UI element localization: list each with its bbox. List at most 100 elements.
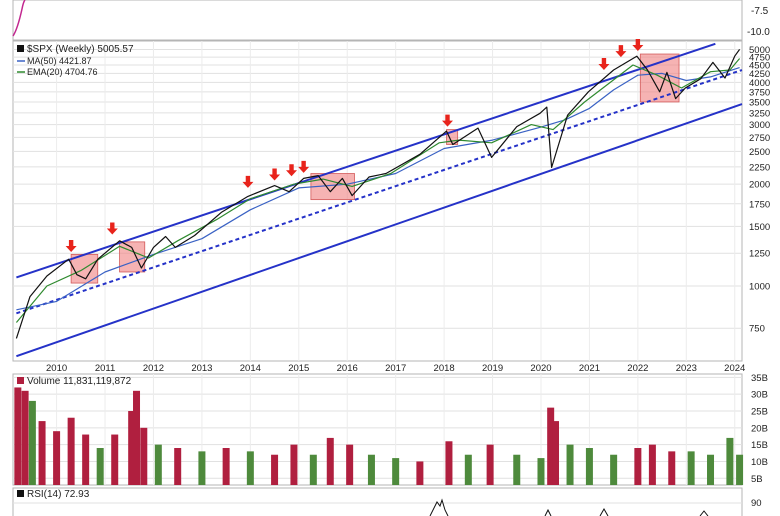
price-x-tick-label: 2017 bbox=[385, 363, 406, 374]
highlight-boxes bbox=[70, 53, 680, 284]
volume-panel-area bbox=[12, 373, 743, 486]
volume-y-tick-labels: 5B 10B 15B 20B 25B 30B 35B bbox=[751, 373, 768, 485]
price-y-tick-label: 750 bbox=[749, 324, 765, 335]
legend-ema: EMA(20) 4704.76 bbox=[27, 67, 98, 77]
volume-bar bbox=[128, 411, 136, 485]
price-x-tick-label: 2014 bbox=[240, 363, 261, 374]
volume-bar bbox=[133, 390, 141, 485]
volume-bar bbox=[14, 387, 22, 485]
price-y-tick-label: 2500 bbox=[749, 147, 770, 158]
ema-line bbox=[15, 58, 741, 323]
legend-swatch-volume bbox=[17, 377, 24, 384]
volume-bar bbox=[290, 444, 298, 485]
price-x-tick-label: 2016 bbox=[337, 363, 358, 374]
price-y-tick-labels: 7501000125015001750200022502500275030003… bbox=[749, 45, 770, 335]
volume-bar bbox=[198, 451, 206, 485]
highlight-box bbox=[639, 53, 680, 103]
price-series bbox=[15, 49, 741, 339]
volume-y-tick-label: 35B bbox=[751, 373, 768, 384]
sell-arrow bbox=[598, 58, 610, 71]
volume-bar bbox=[111, 434, 119, 485]
rsi-panel: RSI(14) 72.93 90 bbox=[12, 487, 762, 516]
legend-swatch-price bbox=[17, 45, 24, 52]
price-y-tick-label: 2250 bbox=[749, 162, 770, 173]
price-y-tick-label: 1750 bbox=[749, 199, 770, 210]
volume-bar bbox=[346, 444, 354, 485]
price-panel: 7501000125015001750200022502500275030003… bbox=[12, 39, 770, 374]
price-x-tick-label: 2019 bbox=[482, 363, 503, 374]
top-panel-line bbox=[12, 0, 26, 37]
volume-y-tick-label: 5B bbox=[751, 474, 763, 485]
volume-bar bbox=[246, 451, 254, 485]
volume-bar bbox=[367, 454, 375, 485]
volume-bar bbox=[648, 444, 656, 485]
volume-bar bbox=[67, 417, 75, 485]
rsi-tick-90: 90 bbox=[751, 498, 762, 509]
price-x-tick-label: 2011 bbox=[95, 363, 115, 374]
volume-bar bbox=[445, 441, 453, 485]
price-legend: $SPX (Weekly) 5005.57 MA(50) 4421.87 EMA… bbox=[17, 44, 134, 77]
volume-y-tick-label: 30B bbox=[751, 390, 768, 401]
volume-bar bbox=[547, 407, 555, 485]
sell-arrow bbox=[106, 222, 118, 235]
channel-line-lower bbox=[16, 103, 743, 358]
volume-bar bbox=[566, 444, 574, 485]
price-grid bbox=[13, 41, 742, 361]
legend-ma: MA(50) 4421.87 bbox=[27, 56, 92, 66]
volume-label: Volume 11,831,119,872 bbox=[27, 376, 132, 387]
volume-bar bbox=[416, 461, 424, 485]
volume-y-tick-label: 25B bbox=[751, 407, 768, 418]
sell-arrow bbox=[269, 168, 281, 181]
volume-bar bbox=[21, 390, 29, 485]
volume-panel: 5B 10B 15B 20B 25B 30B 35B Volume 11,831,119,8… bbox=[12, 373, 768, 486]
volume-bars bbox=[14, 387, 744, 485]
sell-arrow bbox=[615, 45, 627, 58]
volume-bar bbox=[38, 421, 46, 485]
volume-bar bbox=[634, 448, 642, 485]
price-y-tick-label: 4500 bbox=[749, 61, 770, 72]
price-y-tick-label: 1250 bbox=[749, 249, 770, 260]
volume-bar bbox=[537, 458, 545, 485]
volume-bar bbox=[513, 454, 521, 485]
volume-bar bbox=[96, 448, 104, 485]
legend-swatch-rsi bbox=[17, 490, 24, 497]
price-y-tick-label: 1500 bbox=[749, 222, 770, 233]
volume-bar bbox=[552, 421, 560, 485]
price-y-tick-label: 1000 bbox=[749, 281, 770, 292]
sell-arrow bbox=[242, 175, 254, 188]
price-y-tick-label: 2750 bbox=[749, 133, 770, 144]
sell-arrow bbox=[441, 114, 453, 127]
price-x-tick-label: 2024 bbox=[724, 363, 745, 374]
price-x-tick-label: 2015 bbox=[288, 363, 309, 374]
legend-title: $SPX (Weekly) 5005.57 bbox=[27, 44, 134, 55]
price-panel-area bbox=[12, 40, 743, 362]
volume-bar bbox=[326, 437, 334, 485]
volume-bar bbox=[486, 444, 494, 485]
volume-bar bbox=[687, 451, 695, 485]
sell-arrow bbox=[298, 160, 310, 173]
volume-bar bbox=[464, 454, 472, 485]
volume-bar bbox=[82, 434, 90, 485]
volume-bar bbox=[707, 454, 715, 485]
top-panel-label-2: -10.0 bbox=[747, 27, 770, 38]
volume-bar bbox=[668, 451, 676, 485]
price-x-tick-label: 2018 bbox=[434, 363, 455, 374]
volume-y-tick-label: 10B bbox=[751, 457, 768, 468]
price-y-tick-label: 3250 bbox=[749, 108, 770, 119]
price-x-tick-labels: 2010 2011 2012 2013 2014 2015 2016 2017 2018 2019… bbox=[46, 363, 745, 374]
channel-line-middle bbox=[16, 69, 743, 315]
volume-bar bbox=[726, 437, 734, 485]
top-panel: -7.5 -10.0 bbox=[12, 0, 770, 41]
price-y-tick-label: 3000 bbox=[749, 120, 770, 131]
volume-bar bbox=[28, 400, 36, 485]
volume-bar bbox=[154, 444, 162, 485]
volume-bar bbox=[736, 454, 744, 485]
price-x-tick-label: 2013 bbox=[191, 363, 212, 374]
price-y-tick-label: 2000 bbox=[749, 180, 770, 191]
price-y-tick-label: 5000 bbox=[749, 45, 770, 56]
volume-y-tick-label: 20B bbox=[751, 423, 768, 434]
price-y-tick-label: 3500 bbox=[749, 97, 770, 108]
price-x-tick-label: 2012 bbox=[143, 363, 164, 374]
price-line bbox=[15, 49, 741, 339]
